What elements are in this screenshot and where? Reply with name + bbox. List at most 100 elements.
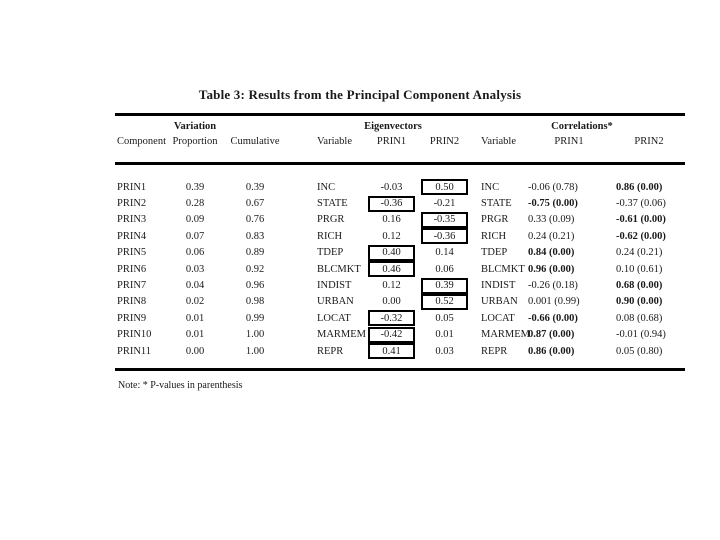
- table-row: PRIN6 0.03 0.92 BLCMKT 0.46 0.06 BLCMKT …: [115, 261, 685, 278]
- table-column-header-row: Component Proportion Cumulative Variable…: [115, 134, 685, 149]
- cell-eig-prin2: -0.35: [418, 211, 471, 228]
- cell-cumulative: 1.00: [245, 329, 265, 341]
- cell-component: PRIN11: [117, 345, 152, 357]
- cell-component: PRIN7: [117, 280, 147, 292]
- cell-eig-prin2: 0.39: [418, 277, 471, 294]
- cell-cumulative: 0.67: [245, 198, 265, 210]
- table-row: PRIN8 0.02 0.98 URBAN 0.00 0.52 URBAN 0.…: [115, 293, 685, 310]
- cell-eig-prin1: 0.00: [365, 294, 418, 310]
- column-header-eig-prin1: PRIN1: [376, 136, 407, 147]
- eig-prin1-value: -0.32: [368, 310, 415, 327]
- eig-prin2-value: 0.05: [435, 312, 454, 324]
- table-row: PRIN10 0.01 1.00 MARMEM -0.42 0.01 MARME…: [115, 326, 685, 343]
- cell-eig-variable: URBAN: [317, 296, 354, 308]
- table-row: PRIN1 0.39 0.39 INC -0.03 0.50 INC -0.06…: [115, 179, 685, 196]
- cell-corr-variable: URBAN: [481, 296, 518, 308]
- cell-eig-prin1: -0.03: [365, 179, 418, 195]
- cell-corr-prin2: 0.68 (0.00): [616, 280, 663, 292]
- cell-cumulative: 0.76: [245, 214, 265, 226]
- eig-prin1-value: -0.36: [368, 195, 415, 212]
- cell-corr-prin1: 0.96 (0.00): [528, 263, 575, 275]
- column-header-eig-prin2: PRIN2: [429, 136, 460, 147]
- cell-corr-variable: LOCAT: [481, 312, 515, 324]
- cell-corr-prin2: -0.01 (0.94): [616, 329, 666, 341]
- cell-component: PRIN2: [117, 198, 147, 210]
- cell-eig-variable: MARMEM: [317, 329, 367, 341]
- group-header-variation: Variation: [173, 121, 217, 132]
- column-header-proportion: Proportion: [172, 136, 218, 147]
- cell-proportion: 0.03: [185, 263, 205, 275]
- cell-corr-prin2: 0.24 (0.21): [616, 247, 663, 259]
- cell-corr-prin1: 0.33 (0.09): [528, 214, 575, 226]
- cell-eig-prin1: 0.12: [365, 228, 418, 244]
- cell-corr-variable: INC: [481, 181, 500, 193]
- cell-eig-variable: INC: [317, 181, 336, 193]
- cell-corr-variable: STATE: [481, 198, 512, 210]
- table-header-rule: [115, 162, 685, 165]
- cell-eig-variable: REPR: [317, 345, 344, 357]
- eig-prin2-value: 0.03: [435, 345, 454, 357]
- cell-eig-prin2: 0.03: [418, 343, 471, 359]
- column-header-corr-prin1: PRIN1: [554, 136, 584, 147]
- cell-component: PRIN10: [117, 329, 152, 341]
- cell-eig-prin1: 0.41: [365, 343, 418, 360]
- cell-corr-variable: TDEP: [481, 247, 508, 259]
- cell-cumulative: 0.39: [245, 181, 265, 193]
- column-header-component: Component: [117, 136, 166, 147]
- cell-component: PRIN9: [117, 312, 147, 324]
- table-row: PRIN5 0.06 0.89 TDEP 0.40 0.14 TDEP 0.84…: [115, 244, 685, 261]
- cell-corr-prin2: 0.08 (0.68): [616, 312, 663, 324]
- cell-corr-prin2: 0.86 (0.00): [616, 181, 663, 193]
- cell-eig-prin2: 0.50: [418, 179, 471, 196]
- cell-component: PRIN3: [117, 214, 147, 226]
- cell-corr-prin1: 0.001 (0.99): [528, 296, 580, 308]
- eig-prin1-value: 0.12: [382, 230, 401, 242]
- cell-proportion: 0.39: [185, 181, 205, 193]
- cell-eig-prin1: -0.32: [365, 310, 418, 327]
- cell-eig-prin1: 0.16: [365, 212, 418, 228]
- table-footnote: Note: * P-values in parenthesis: [118, 380, 243, 391]
- cell-eig-variable: PRGR: [317, 214, 345, 226]
- cell-component: PRIN8: [117, 296, 147, 308]
- cell-corr-variable: INDIST: [481, 280, 516, 292]
- eig-prin1-value: 0.12: [382, 280, 401, 292]
- table-row: PRIN11 0.00 1.00 REPR 0.41 0.03 REPR 0.8…: [115, 343, 685, 360]
- cell-cumulative: 0.92: [245, 263, 265, 275]
- cell-cumulative: 0.99: [245, 312, 265, 324]
- cell-corr-prin1: 0.87 (0.00): [528, 329, 575, 341]
- cell-eig-variable: BLCMKT: [317, 263, 361, 275]
- table-row: PRIN9 0.01 0.99 LOCAT -0.32 0.05 LOCAT -…: [115, 310, 685, 327]
- column-header-eig-variable: Variable: [317, 136, 352, 147]
- table-group-header-row: Variation Eigenvectors Correlations*: [115, 116, 685, 134]
- eig-prin1-value: 0.40: [368, 244, 415, 261]
- cell-proportion: 0.07: [185, 230, 205, 242]
- cell-eig-variable: RICH: [317, 230, 343, 242]
- column-header-cumulative: Cumulative: [230, 136, 280, 147]
- group-header-eigenvectors: Eigenvectors: [364, 121, 422, 132]
- column-header-corr-prin2: PRIN2: [634, 136, 664, 147]
- cell-eig-prin2: 0.05: [418, 310, 471, 326]
- cell-eig-prin2: 0.52: [418, 293, 471, 310]
- cell-eig-variable: STATE: [317, 198, 348, 210]
- pca-results-table: Variation Eigenvectors Correlations* Com…: [115, 113, 685, 372]
- cell-eig-prin2: 0.01: [418, 327, 471, 343]
- cell-cumulative: 0.89: [245, 247, 265, 259]
- cell-corr-prin1: 0.84 (0.00): [528, 247, 575, 259]
- eig-prin2-value: -0.36: [421, 228, 468, 245]
- cell-corr-prin1: -0.06 (0.78): [528, 181, 578, 193]
- cell-component: PRIN5: [117, 247, 147, 259]
- cell-corr-prin1: -0.75 (0.00): [528, 198, 578, 210]
- cell-eig-prin2: -0.21: [418, 195, 471, 211]
- cell-cumulative: 0.96: [245, 280, 265, 292]
- cell-corr-prin2: 0.90 (0.00): [616, 296, 663, 308]
- group-header-correlations: Correlations*: [551, 121, 613, 132]
- table-body: PRIN1 0.39 0.39 INC -0.03 0.50 INC -0.06…: [115, 179, 685, 360]
- eig-prin2-value: 0.39: [421, 277, 468, 294]
- cell-eig-variable: INDIST: [317, 280, 352, 292]
- eig-prin2-value: 0.50: [421, 179, 468, 196]
- cell-eig-prin1: 0.12: [365, 277, 418, 293]
- cell-corr-variable: REPR: [481, 345, 508, 357]
- eig-prin1-value: 0.16: [382, 214, 401, 226]
- cell-eig-prin2: -0.36: [418, 228, 471, 245]
- cell-eig-prin1: 0.46: [365, 261, 418, 278]
